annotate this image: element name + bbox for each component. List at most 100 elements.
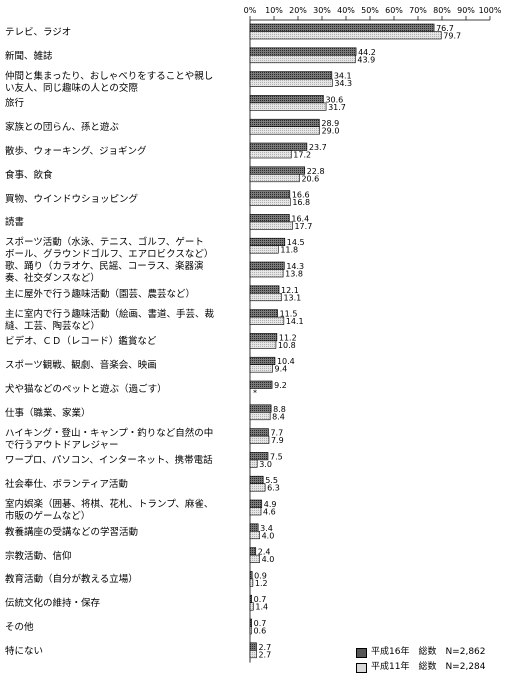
bar-h11 xyxy=(249,197,291,206)
data-label: 14.1 xyxy=(286,317,304,326)
data-label: 14.5 xyxy=(287,238,305,247)
data-label: 17.7 xyxy=(294,222,312,231)
bar-h16 xyxy=(249,618,252,627)
bar-h16 xyxy=(249,571,253,580)
data-label: 9.4 xyxy=(275,365,288,374)
bar-h16 xyxy=(249,261,285,270)
data-label: 4.9 xyxy=(264,500,277,509)
bar-h16 xyxy=(249,547,257,556)
data-label: 4.6 xyxy=(263,508,276,517)
data-label: 20.6 xyxy=(301,174,319,183)
bar-h11 xyxy=(249,340,277,349)
legend-label-2004: 平成16年 総数 N=2,862 xyxy=(371,647,486,657)
bar-h16 xyxy=(249,475,264,485)
data-label: 7.9 xyxy=(271,436,284,445)
bar-h16 xyxy=(249,309,278,318)
legend-swatch-2004 xyxy=(356,647,367,658)
data-label: 7.7 xyxy=(270,429,283,438)
bar-h11 xyxy=(249,150,292,159)
bar-h11 xyxy=(249,221,293,230)
bar-h11 xyxy=(249,316,285,325)
bar-h11 xyxy=(249,530,260,540)
data-label: 2.7 xyxy=(258,650,271,659)
category-label: 旅行 xyxy=(5,98,25,110)
bar-h16 xyxy=(249,95,324,104)
bar-h16 xyxy=(249,452,269,461)
bar-h16 xyxy=(249,594,252,604)
category-label: ビデオ、ＣＤ（レコード）鑑賞など xyxy=(5,336,157,348)
legend-swatch-1999 xyxy=(356,662,367,673)
bar-h16 xyxy=(249,380,273,389)
bar-h11 xyxy=(249,626,252,635)
data-label: 12.1 xyxy=(281,286,299,295)
data-label: 23.7 xyxy=(309,143,327,152)
bar-h16 xyxy=(249,356,276,366)
category-label: 主に室内で行う趣味活動（絵画、書道、手芸、裁 縫、工芸、陶芸など） xyxy=(5,308,215,332)
legend-item-1999: 平成11年 総数 N=2,284 xyxy=(356,660,486,675)
data-label: 79.7 xyxy=(443,32,461,41)
category-label: 仕事（職業、家業） xyxy=(5,407,91,419)
x-tick-label: 80% xyxy=(433,6,451,15)
category-label: ハイキング・登山・キャンプ・釣りなど自然の中 で行うアウトドアレジャー xyxy=(5,427,214,451)
data-label: 11.2 xyxy=(279,333,297,342)
data-label: 3.0 xyxy=(259,460,272,469)
data-label: 16.4 xyxy=(291,214,309,223)
data-label: 76.7 xyxy=(436,24,454,33)
category-label: 家族との団らん、孫と遊ぶ xyxy=(5,122,119,134)
category-label: スポーツ活動（水泳、テニス、ゴルフ、ゲート ボール、グラウンドゴルフ、エアロビクス… xyxy=(5,237,214,261)
data-label: 11.5 xyxy=(280,310,298,319)
x-tick-label: 40% xyxy=(337,6,355,15)
data-label: 0.7 xyxy=(254,619,267,628)
legend: 平成16年 総数 N=2,862 平成11年 総数 N=2,284 xyxy=(356,645,486,675)
bar-h11 xyxy=(249,649,257,659)
category-label: 教養講座の受講などの学習活動 xyxy=(5,526,139,538)
bar-h11 xyxy=(249,78,333,87)
data-label: 0.6 xyxy=(253,627,266,636)
data-label: 4.0 xyxy=(262,555,275,564)
data-label: 10.4 xyxy=(277,357,295,366)
bar-h11 xyxy=(249,411,271,421)
data-label: 10.8 xyxy=(278,341,296,350)
x-tick-label: 60% xyxy=(385,6,403,15)
data-label: 2.7 xyxy=(258,643,271,652)
bar-h16 xyxy=(249,404,272,413)
category-label: 食事、飲食 xyxy=(5,169,53,181)
data-label: 13.8 xyxy=(285,270,303,279)
bar-h11 xyxy=(249,31,442,40)
data-label: 3.4 xyxy=(260,524,273,533)
data-label: 14.3 xyxy=(286,262,304,271)
data-label: 34.1 xyxy=(334,72,352,81)
bar-h11 xyxy=(249,174,300,183)
category-label: 教育活動（自分が教える立場） xyxy=(5,574,138,586)
bar-h16 xyxy=(249,428,269,437)
bar-h16 xyxy=(249,642,257,651)
bar-h11 xyxy=(249,292,282,302)
x-tick-label: 20% xyxy=(289,6,307,15)
data-label: 16.8 xyxy=(292,198,310,207)
data-label: 34.3 xyxy=(334,79,352,88)
bar-h16 xyxy=(249,285,280,294)
bar-h16 xyxy=(249,166,306,175)
bar-h11 xyxy=(249,507,262,516)
category-label: 主に屋外で行う趣味活動（園芸、農芸など） xyxy=(5,288,196,300)
x-tick-label: 50% xyxy=(361,6,379,15)
data-label: 43.9 xyxy=(357,55,375,64)
data-label: * xyxy=(253,389,257,398)
bar-h16 xyxy=(249,23,435,32)
category-label: 買物、ウインドウショッピング xyxy=(5,193,139,205)
data-label: 0.9 xyxy=(254,571,267,580)
category-label: スポーツ観戦、観劇、音楽会、映画 xyxy=(5,360,157,372)
data-label: 2.4 xyxy=(258,548,271,557)
data-label: 11.8 xyxy=(280,246,298,255)
category-label: 伝統文化の維持・保存 xyxy=(5,598,101,610)
bar-h11 xyxy=(249,602,254,611)
bar-h16 xyxy=(249,214,290,223)
data-label: 0.7 xyxy=(254,595,267,604)
data-label: 1.2 xyxy=(255,579,268,588)
data-label: 44.2 xyxy=(358,48,376,57)
bar-h16 xyxy=(249,523,259,532)
category-label: その他 xyxy=(5,622,34,633)
data-label: 4.0 xyxy=(262,531,275,540)
data-label: 5.5 xyxy=(265,476,278,485)
